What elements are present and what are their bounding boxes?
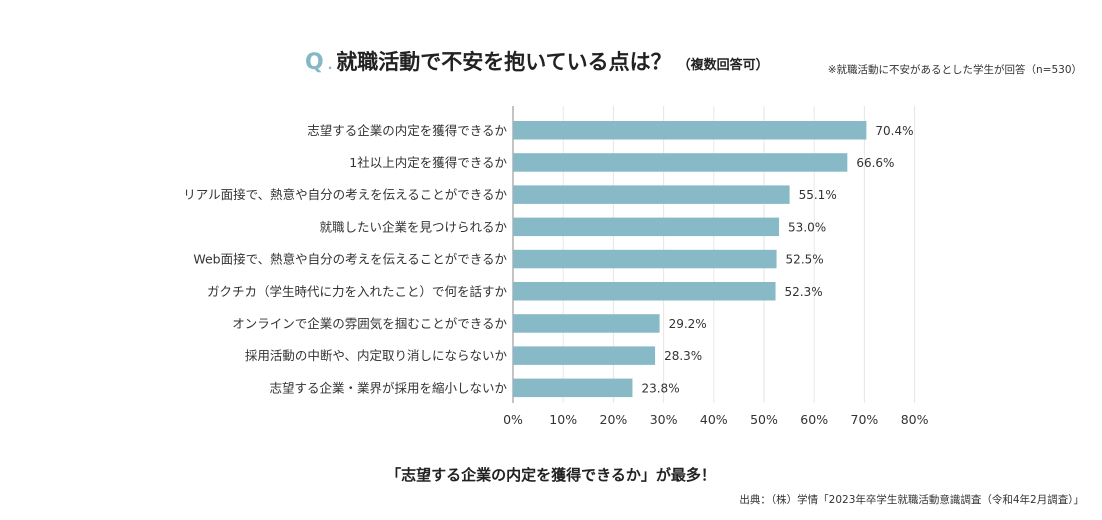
value-label: 52.5% bbox=[786, 253, 824, 267]
bar bbox=[513, 121, 867, 140]
category-label: 1社以上内定を獲得できるか bbox=[349, 155, 507, 170]
title-subtitle: （複数回答可） bbox=[677, 58, 769, 73]
q-mark: Q bbox=[305, 50, 324, 75]
respondent-note: ※就職活動に不安があるとした学生が回答（n=530） bbox=[827, 64, 1082, 76]
title-row: Q. 就職活動で不安を抱いている点は？ （複数回答可） ※就職活動に不安があるとした… bbox=[0, 44, 1102, 84]
category-label: 志望する企業の内定を獲得できるか bbox=[307, 123, 507, 138]
category-label: ガクチカ（学生時代に力を入れたこと）で何を話すか bbox=[207, 284, 508, 299]
value-label: 53.0% bbox=[788, 220, 826, 234]
chart-title: Q. 就職活動で不安を抱いている点は？ （複数回答可） bbox=[305, 46, 769, 76]
q-dot: . bbox=[327, 58, 333, 72]
value-label: 52.3% bbox=[785, 285, 823, 299]
bar bbox=[513, 378, 633, 398]
source-text: 出典：（株）学情「2023年卒学生就職活動意識調査（令和4年2月調査）」 bbox=[739, 494, 1084, 506]
value-label: 55.1% bbox=[799, 188, 837, 202]
bar bbox=[513, 153, 848, 172]
value-label: 28.3% bbox=[664, 349, 702, 363]
x-tick-label: 70% bbox=[851, 412, 879, 427]
x-tick-label: 40% bbox=[700, 412, 728, 427]
x-tick-label: 50% bbox=[750, 412, 778, 427]
bar bbox=[513, 282, 776, 301]
x-tick-label: 20% bbox=[600, 412, 628, 427]
title-text: 就職活動で不安を抱いている点は？ bbox=[336, 50, 672, 74]
category-label: リアル面接で、熱意や自分の考えを伝えることができるか bbox=[183, 187, 507, 202]
bar bbox=[513, 249, 777, 269]
category-label: オンラインで企業の雰囲気を掴むことができるか bbox=[232, 316, 507, 331]
bar bbox=[513, 185, 790, 204]
category-label: 志望する企業・業界が採用を縮小しないか bbox=[269, 380, 507, 395]
value-label: 23.8% bbox=[641, 381, 679, 395]
value-label: 70.4% bbox=[875, 124, 913, 138]
category-label: Web面接で、熱意や自分の考えを伝えることができるか bbox=[193, 252, 507, 267]
x-tick-label: 0% bbox=[503, 412, 523, 427]
value-label: 66.6% bbox=[856, 156, 894, 170]
x-tick-label: 80% bbox=[901, 412, 929, 427]
x-tick-label: 60% bbox=[800, 412, 828, 427]
bar bbox=[513, 314, 660, 333]
x-tick-label: 30% bbox=[650, 412, 678, 427]
category-label: 就職したい企業を見つけられるか bbox=[319, 219, 507, 234]
bar-chart: 志望する企業の内定を獲得できるか 70.4% 1社以上内定を獲得できるか 66.6% リ… bbox=[183, 106, 929, 427]
category-label: 採用活動の中断や、内定取り消しにならないか bbox=[245, 348, 508, 363]
conclusion-text: 「志望する企業の内定を獲得できるか」が最多！ bbox=[386, 466, 716, 484]
x-tick-label: 10% bbox=[549, 412, 577, 427]
value-label: 29.2% bbox=[669, 317, 707, 331]
bar bbox=[513, 217, 780, 237]
bar bbox=[513, 346, 656, 365]
